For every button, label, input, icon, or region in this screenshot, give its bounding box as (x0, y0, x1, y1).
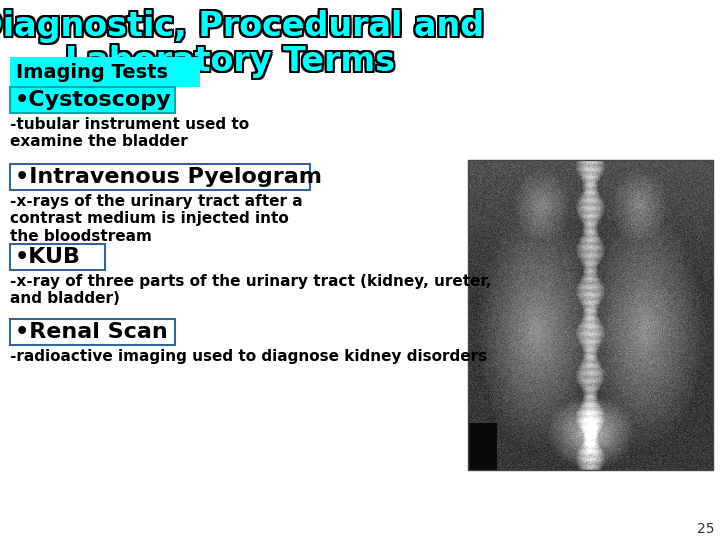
Text: Diagnostic, Procedural and: Diagnostic, Procedural and (0, 8, 482, 41)
Text: Laboratory Terms: Laboratory Terms (63, 47, 393, 80)
Text: Imaging Tests: Imaging Tests (16, 63, 168, 82)
Text: Laboratory Terms: Laboratory Terms (67, 47, 397, 80)
Text: Laboratory Terms: Laboratory Terms (67, 43, 397, 76)
Text: Diagnostic, Procedural and: Diagnostic, Procedural and (0, 10, 487, 43)
Text: -x-ray of three parts of the urinary tract (kidney, ureter,
and bladder): -x-ray of three parts of the urinary tra… (10, 274, 491, 306)
Bar (468, 160, 713, 470)
Text: Diagnostic, Procedural and: Diagnostic, Procedural and (0, 12, 485, 45)
Text: Diagnostic, Procedural and: Diagnostic, Procedural and (0, 8, 485, 41)
Text: Diagnostic, Procedural and: Diagnostic, Procedural and (0, 10, 482, 43)
Bar (10, 57, 200, 87)
Text: -radioactive imaging used to diagnose kidney disorders: -radioactive imaging used to diagnose ki… (10, 349, 487, 364)
Text: Laboratory Terms: Laboratory Terms (63, 45, 393, 78)
Text: Laboratory Terms: Laboratory Terms (65, 47, 395, 80)
Bar (10, 244, 105, 270)
Text: Laboratory Terms: Laboratory Terms (65, 43, 395, 76)
Text: Laboratory Terms: Laboratory Terms (63, 43, 393, 76)
Text: Diagnostic, Procedural and: Diagnostic, Procedural and (0, 12, 482, 45)
Text: -x-rays of the urinary tract after a
contrast medium is injected into
the bloods: -x-rays of the urinary tract after a con… (10, 194, 302, 244)
Text: -tubular instrument used to
examine the bladder: -tubular instrument used to examine the … (10, 117, 249, 150)
Text: •KUB: •KUB (15, 247, 81, 267)
Bar (10, 87, 175, 113)
Text: •Intravenous Pyelogram: •Intravenous Pyelogram (15, 167, 322, 187)
Text: Laboratory Terms: Laboratory Terms (65, 45, 395, 78)
Text: Diagnostic, Procedural and: Diagnostic, Procedural and (0, 12, 487, 45)
Text: Laboratory Terms: Laboratory Terms (67, 45, 397, 78)
Text: •Renal Scan: •Renal Scan (15, 322, 168, 342)
Bar (10, 164, 310, 190)
Text: Diagnostic, Procedural and: Diagnostic, Procedural and (0, 10, 485, 43)
Text: 25: 25 (696, 522, 714, 536)
Text: •Cystoscopy: •Cystoscopy (15, 90, 171, 110)
Text: Diagnostic, Procedural and: Diagnostic, Procedural and (0, 8, 487, 41)
Bar (10, 319, 175, 345)
